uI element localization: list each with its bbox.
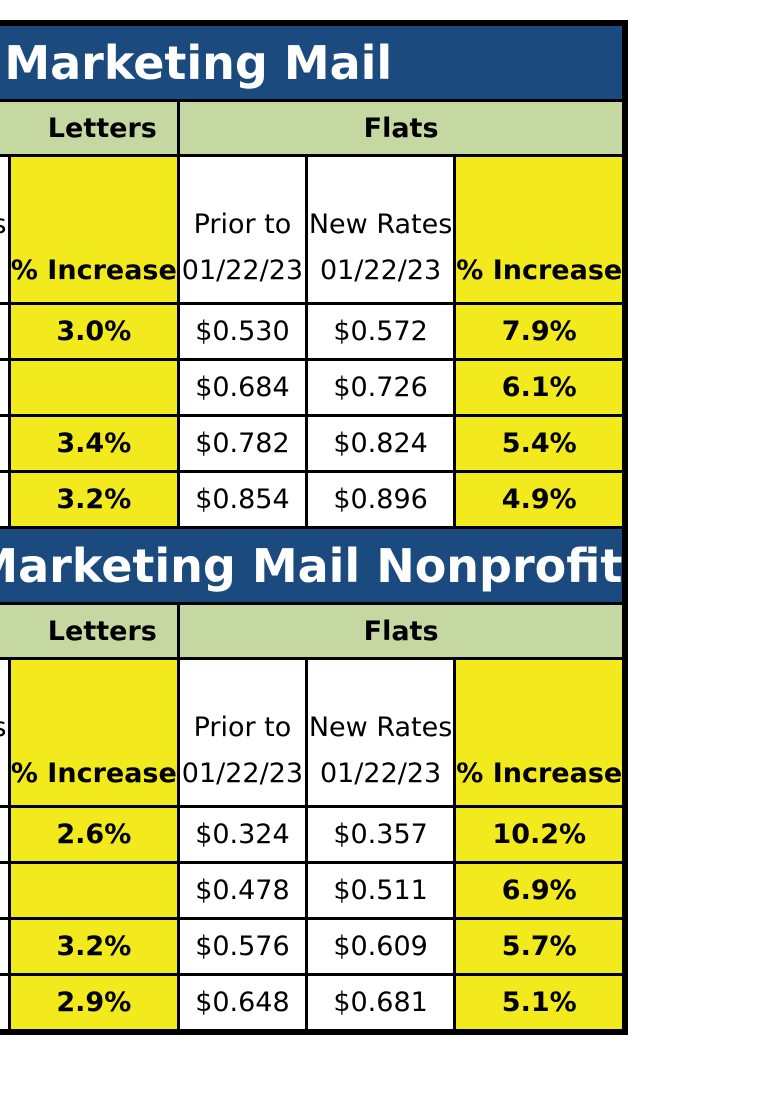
group-letters: Letters bbox=[0, 99, 180, 157]
cell-flats-prior: $0.324 bbox=[176, 805, 309, 864]
cell-flats-new: $0.681 bbox=[305, 973, 457, 1034]
header-flats-prior-line1: Prior to bbox=[193, 712, 292, 743]
header-flats-prior-line2: 01/22/23 bbox=[181, 255, 304, 286]
cell-flats-new: $0.824 bbox=[305, 414, 457, 473]
section-title-row: USPS Marketing Mail bbox=[0, 21, 627, 102]
cell-flats-new: $0.726 bbox=[305, 358, 457, 417]
header-flats-increase: % Increase bbox=[453, 657, 627, 808]
cell-letters-increase: 2.9% bbox=[7, 973, 180, 1034]
cell-letters-new: $0.158 bbox=[0, 805, 11, 864]
group-flats: Flats bbox=[176, 602, 627, 660]
cell-flats-increase: 6.1% bbox=[453, 358, 627, 417]
cell-letters-increase: 3.0% bbox=[7, 302, 180, 361]
header-flats-new: New Rates 01/22/23 bbox=[305, 154, 457, 305]
cell-letters-new bbox=[0, 861, 11, 920]
cell-flats-new: $0.896 bbox=[305, 470, 457, 529]
group-flats: Flats bbox=[176, 99, 627, 157]
cell-letters-increase: 3.4% bbox=[7, 414, 180, 473]
table-row: $0.684 $0.726 6.1% bbox=[0, 358, 627, 417]
header-flats-increase: % Increase bbox=[453, 154, 627, 305]
section-title-row: USPS Marketing Mail Nonprofit bbox=[0, 526, 627, 605]
header-letters-increase: % Increase bbox=[7, 154, 180, 305]
header-flats-prior: Prior to 01/22/23 bbox=[176, 154, 309, 305]
cell-letters-new: $0.360 bbox=[0, 470, 11, 529]
cell-flats-prior: $0.684 bbox=[176, 358, 309, 417]
cell-letters-new: $0.213 bbox=[0, 973, 11, 1034]
cell-letters-new bbox=[0, 358, 11, 417]
cell-flats-increase: 5.4% bbox=[453, 414, 627, 473]
header-flats-new-line1: New Rates bbox=[308, 209, 453, 240]
group-header-row: Letters Flats bbox=[0, 602, 627, 660]
rate-table: USPS Marketing MailLettersFlatsNew Rates… bbox=[0, 20, 629, 1035]
cell-flats-increase: 4.9% bbox=[453, 470, 627, 529]
cell-flats-increase: 5.7% bbox=[453, 917, 627, 976]
section-title: USPS Marketing Mail bbox=[0, 21, 627, 102]
section-title-text: USPS Marketing Mail Nonprofit bbox=[0, 538, 623, 593]
rate-table-frame: USPS Marketing MailLettersFlatsNew Rates… bbox=[0, 20, 752, 1042]
cell-letters-increase: 3.2% bbox=[7, 470, 180, 529]
cell-flats-prior: $0.648 bbox=[176, 973, 309, 1034]
table-row: $0.478 $0.511 6.9% bbox=[0, 861, 627, 920]
group-letters: Letters bbox=[0, 602, 180, 660]
cell-letters-increase bbox=[7, 358, 180, 417]
cell-flats-increase: 6.9% bbox=[453, 861, 627, 920]
cell-letters-increase: 2.6% bbox=[7, 805, 180, 864]
section-title-text: USPS Marketing Mail bbox=[0, 35, 393, 90]
cell-letters-new: $0.192 bbox=[0, 917, 11, 976]
header-flats-new-line2: 01/22/23 bbox=[319, 758, 442, 789]
cell-flats-prior: $0.478 bbox=[176, 861, 309, 920]
cell-letters-new: $0.305 bbox=[0, 302, 11, 361]
header-letters-new-line2: 01/22/23 bbox=[0, 248, 6, 294]
section-title: USPS Marketing Mail Nonprofit bbox=[0, 526, 627, 605]
cell-flats-increase: 10.2% bbox=[453, 805, 627, 864]
cell-letters-increase bbox=[7, 861, 180, 920]
cell-flats-increase: 7.9% bbox=[453, 302, 627, 361]
cell-flats-new: $0.511 bbox=[305, 861, 457, 920]
header-letters-new-line1: New Rates bbox=[0, 705, 6, 751]
header-flats-prior-line2: 01/22/23 bbox=[181, 758, 304, 789]
cell-letters-increase: 3.2% bbox=[7, 917, 180, 976]
cell-flats-prior: $0.782 bbox=[176, 414, 309, 473]
cell-flats-new: $0.357 bbox=[305, 805, 457, 864]
header-flats-prior-line1: Prior to bbox=[193, 209, 292, 240]
header-flats-prior: Prior to 01/22/23 bbox=[176, 657, 309, 808]
cell-flats-new: $0.572 bbox=[305, 302, 457, 361]
group-header-row: Letters Flats bbox=[0, 99, 627, 157]
cell-flats-prior: $0.530 bbox=[176, 302, 309, 361]
header-letters-new-line2: 01/22/23 bbox=[0, 751, 6, 797]
cell-flats-new: $0.609 bbox=[305, 917, 457, 976]
header-flats-new-line1: New Rates bbox=[308, 712, 453, 743]
header-flats-new: New Rates 01/22/23 bbox=[305, 657, 457, 808]
cell-flats-prior: $0.854 bbox=[176, 470, 309, 529]
cell-flats-prior: $0.576 bbox=[176, 917, 309, 976]
header-letters-new-line1: New Rates bbox=[0, 202, 6, 248]
cell-letters-new: $0.339 bbox=[0, 414, 11, 473]
cell-flats-increase: 5.1% bbox=[453, 973, 627, 1034]
header-flats-new-line2: 01/22/23 bbox=[319, 255, 442, 286]
header-letters-increase: % Increase bbox=[7, 657, 180, 808]
